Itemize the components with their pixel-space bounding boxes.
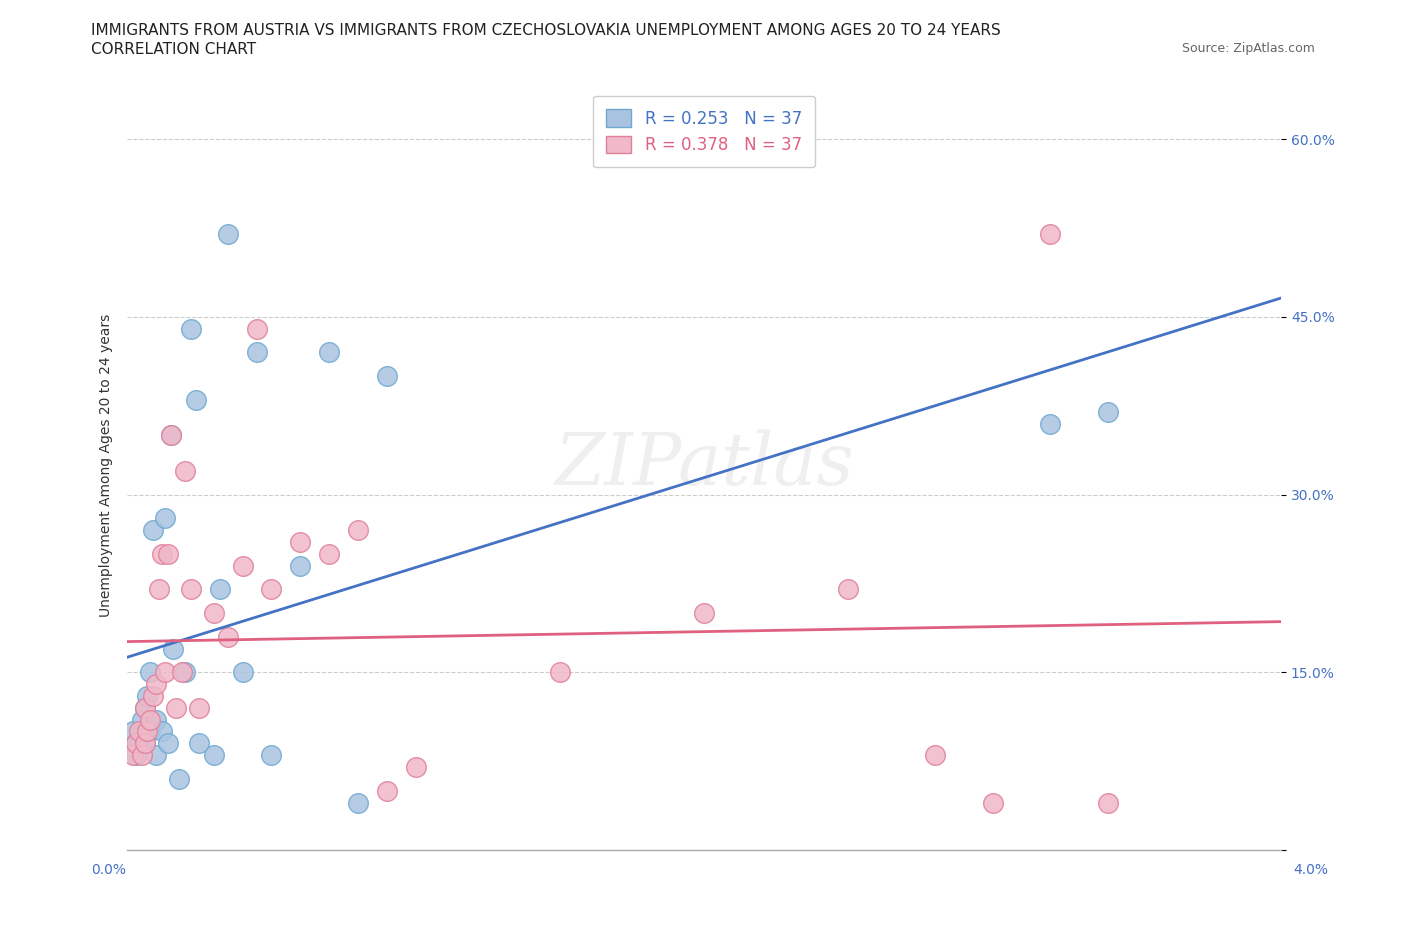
Text: Source: ZipAtlas.com: Source: ZipAtlas.com [1181,42,1315,55]
Point [174,463,197,478]
Text: 0.0%: 0.0% [91,862,127,877]
Point [142,688,165,703]
Point [347,523,370,538]
Point [170,665,193,680]
Point [156,547,179,562]
Point [162,641,184,656]
Point [405,760,427,775]
Point [148,582,170,597]
Point [136,724,159,739]
Point [188,736,211,751]
Point [1039,416,1062,431]
Point [145,748,167,763]
Point [186,392,208,407]
Point [347,795,370,810]
Point [1097,405,1119,419]
Point [290,558,312,573]
Point [142,523,165,538]
Point [837,582,859,597]
Point [150,547,173,562]
Point [153,665,176,680]
Point [318,547,340,562]
Point [122,724,145,739]
Point [156,736,179,751]
Point [188,700,211,715]
Point [246,322,269,337]
Point [128,724,150,739]
Point [131,748,153,763]
Point [1039,227,1062,242]
Text: ZIPatlas: ZIPatlas [554,430,853,500]
Point [145,712,167,727]
Point [136,724,159,739]
Point [145,677,167,692]
Point [180,322,202,337]
Point [260,582,283,597]
Point [260,748,283,763]
Point [122,748,145,763]
Point [139,712,162,727]
Y-axis label: Unemployment Among Ages 20 to 24 years: Unemployment Among Ages 20 to 24 years [100,313,114,617]
Point [134,700,156,715]
Point [232,558,254,573]
Point [134,700,156,715]
Point [131,712,153,727]
Point [139,665,162,680]
Point [375,368,398,383]
Text: 4.0%: 4.0% [1294,862,1329,877]
Legend: R = 0.253   N = 37, R = 0.378   N = 37: R = 0.253 N = 37, R = 0.378 N = 37 [593,96,815,167]
Point [153,511,176,525]
Point [202,748,225,763]
Text: IMMIGRANTS FROM AUSTRIA VS IMMIGRANTS FROM CZECHOSLOVAKIA UNEMPLOYMENT AMONG AGE: IMMIGRANTS FROM AUSTRIA VS IMMIGRANTS FR… [91,23,1001,38]
Point [924,748,946,763]
Point [167,771,190,786]
Point [981,795,1004,810]
Point [375,783,398,798]
Point [136,688,159,703]
Point [134,736,156,751]
Point [159,428,181,443]
Point [139,724,162,739]
Point [548,665,571,680]
Text: CORRELATION CHART: CORRELATION CHART [91,42,256,57]
Point [174,665,197,680]
Point [693,605,716,620]
Point [202,605,225,620]
Point [180,582,202,597]
Point [150,724,173,739]
Point [134,736,156,751]
Point [290,535,312,550]
Point [159,428,181,443]
Point [208,582,231,597]
Point [165,700,187,715]
Point [125,736,148,751]
Point [128,736,150,751]
Point [1097,795,1119,810]
Point [125,748,148,763]
Point [232,665,254,680]
Point [217,630,239,644]
Point [217,227,239,242]
Point [318,345,340,360]
Point [131,724,153,739]
Point [125,736,148,751]
Point [246,345,269,360]
